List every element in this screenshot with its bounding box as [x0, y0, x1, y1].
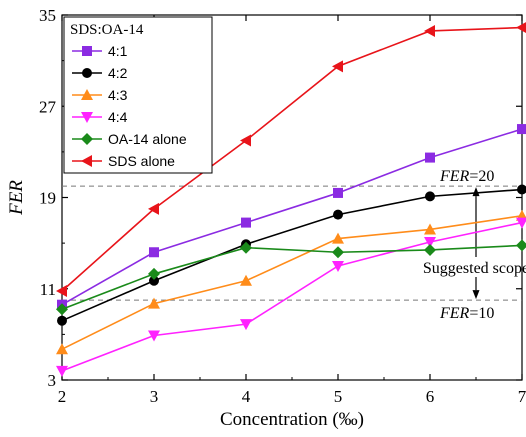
x-axis-title: Concentration (‰) — [220, 409, 364, 430]
data-point — [240, 274, 252, 286]
reference-line-label-italic: FER — [439, 305, 470, 322]
data-point — [516, 217, 526, 229]
data-point — [56, 303, 68, 316]
data-point — [333, 209, 343, 220]
legend-title: SDS:OA-14 — [70, 22, 144, 38]
data-point — [425, 191, 435, 202]
data-point — [424, 243, 436, 256]
legend-marker — [81, 133, 93, 145]
y-axis-title: FER — [6, 180, 27, 216]
x-tick-label: 2 — [58, 387, 67, 406]
reference-line-label-italic: FER — [439, 168, 470, 185]
data-point — [148, 267, 160, 280]
reference-line-label-value: =10 — [469, 305, 494, 322]
series-line — [61, 26, 523, 292]
reference-line-label: FER=10 — [439, 305, 494, 322]
x-tick-label: 7 — [518, 387, 526, 406]
reference-line-label: FER=20 — [439, 168, 494, 185]
legend-marker — [81, 112, 93, 123]
y-tick-label: 35 — [39, 6, 56, 25]
y-tick-label: 27 — [39, 97, 57, 116]
x-tick-label: 4 — [242, 387, 251, 406]
data-point — [517, 124, 526, 135]
x-tick-label: 3 — [150, 387, 159, 406]
legend-label: 4:3 — [108, 87, 128, 103]
data-point — [332, 246, 344, 259]
data-point — [517, 184, 526, 195]
data-point — [333, 187, 343, 198]
legend-marker — [82, 46, 92, 56]
data-point — [149, 275, 159, 286]
data-point — [332, 232, 344, 244]
data-point — [240, 134, 251, 147]
y-tick-label: 19 — [39, 189, 56, 208]
x-tick-label: 5 — [334, 387, 343, 406]
legend-label: SDS alone — [108, 153, 175, 169]
series-line — [61, 214, 523, 350]
data-point — [332, 60, 343, 73]
legend-marker — [81, 89, 93, 100]
legend-label: 4:2 — [108, 65, 128, 81]
y-tick-label: 11 — [40, 280, 56, 299]
x-tick-label: 6 — [426, 387, 435, 406]
series-line — [61, 128, 523, 306]
data-point — [148, 297, 160, 309]
series-line — [61, 221, 523, 372]
data-point — [56, 365, 68, 377]
legend-marker — [81, 155, 92, 167]
data-point — [241, 217, 251, 228]
series-line — [61, 244, 523, 311]
suggested-scope-label: Suggested scope — [423, 260, 526, 277]
legend-label: OA-14 alone — [108, 131, 187, 147]
reference-line-label-value: =20 — [469, 168, 494, 185]
data-point — [148, 202, 159, 215]
scope-arrow-up-head — [472, 187, 480, 197]
data-point — [56, 285, 67, 298]
data-point — [332, 260, 344, 272]
data-point — [424, 236, 436, 248]
scope-arrow-down-head — [472, 290, 480, 300]
data-point — [240, 319, 252, 331]
data-point — [56, 343, 68, 355]
series-line — [61, 188, 523, 322]
data-point — [424, 223, 436, 235]
data-point — [425, 152, 435, 163]
data-point — [57, 315, 67, 326]
legend-marker — [82, 68, 92, 78]
legend-label: 4:1 — [108, 43, 128, 59]
data-point — [149, 247, 159, 258]
data-point — [424, 24, 435, 37]
legend: SDS:OA-14 4:1 4:2 4:3 4:4 OA-14 alone SDS alon… — [63, 16, 213, 174]
data-point — [516, 239, 526, 252]
y-tick-label: 3 — [48, 371, 57, 390]
data-point — [516, 22, 526, 34]
data-point — [148, 330, 160, 342]
legend-label: 4:4 — [108, 109, 128, 125]
data-point — [240, 241, 252, 254]
